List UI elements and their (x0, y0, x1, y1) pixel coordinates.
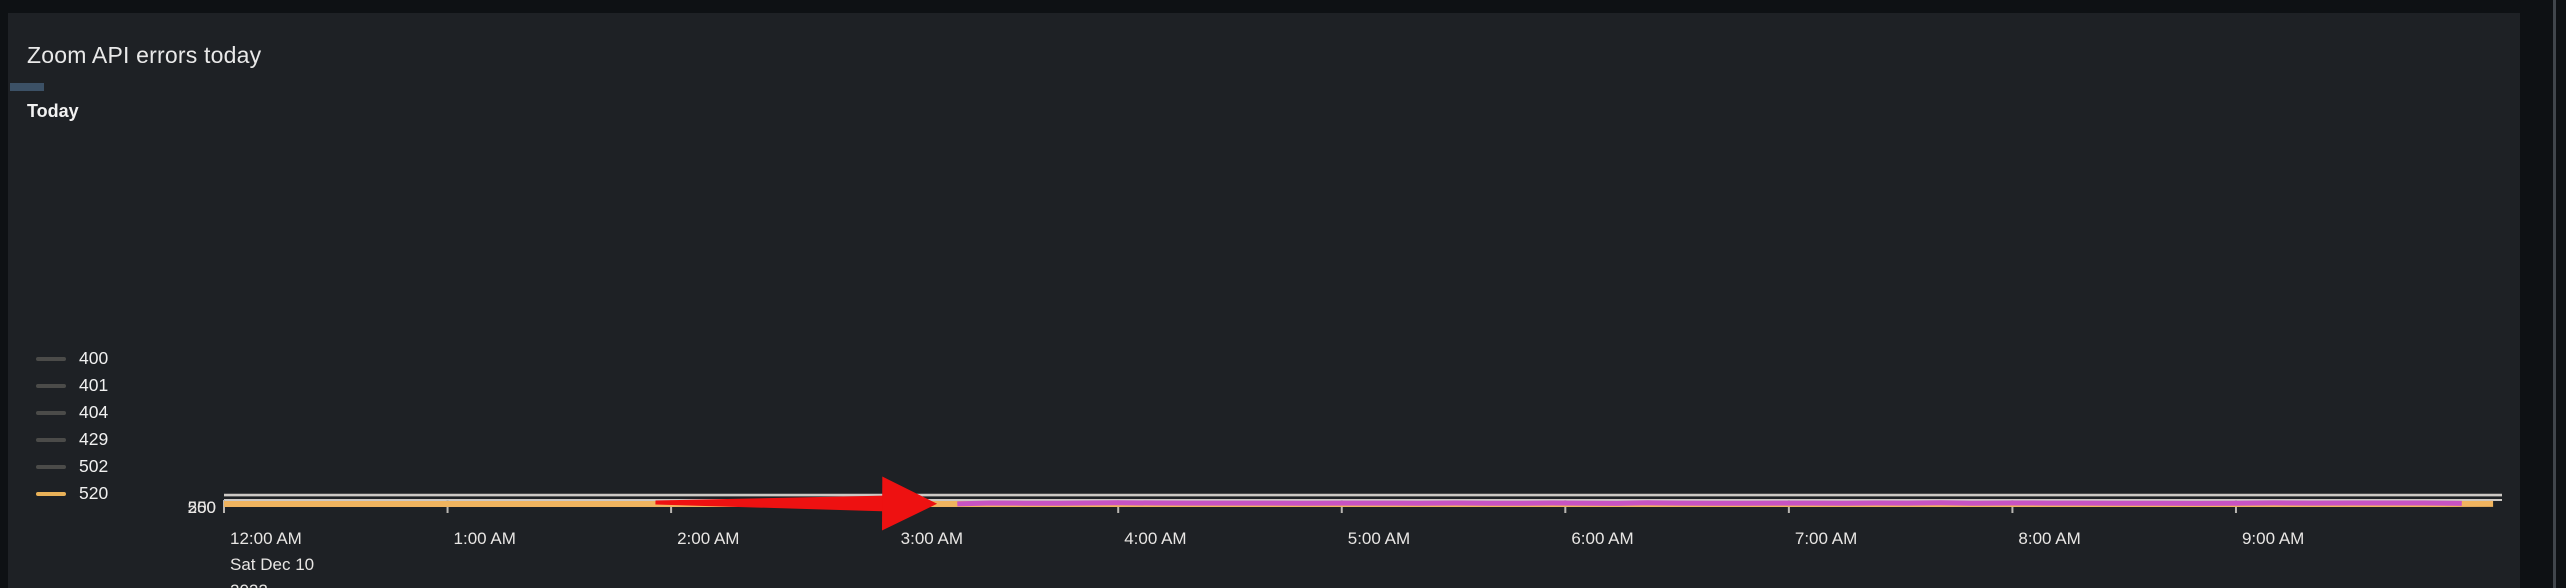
chart-widget-panel: Zoom API errors today Today 400 401 404 429… (8, 13, 2520, 588)
x-axis-label: 7:00 AM (1794, 529, 1858, 548)
legend-item-401[interactable]: 401 (36, 372, 108, 399)
legend-label: 404 (79, 401, 109, 422)
panel-right-divider (2553, 0, 2556, 588)
x-axis-label: 2:00 AM (677, 529, 740, 548)
legend-swatch-502 (36, 464, 66, 469)
legend-item-502[interactable]: 502 (36, 453, 108, 480)
x-axis-sublabel: 2022 (230, 581, 314, 588)
y-axis-label-500: 500 (187, 497, 216, 517)
x-axis-label: 6:00 AM (1571, 529, 1634, 548)
legend-swatch-520 (36, 491, 66, 496)
chart-plot-area[interactable] (224, 130, 2502, 500)
annotation-arrow-shaft (655, 495, 892, 512)
series-magenta-line (957, 500, 2462, 507)
legend-swatch-429 (36, 437, 66, 442)
x-axis-label: 9:00 AM (2241, 529, 2305, 548)
annotation-arrow-head (882, 476, 938, 531)
legend-swatch-404 (36, 410, 66, 415)
legend-swatch-400 (36, 356, 66, 361)
x-axis-label: 5:00 AM (1347, 529, 1411, 548)
x-axis-label: 1:00 AM (453, 529, 516, 548)
x-axis-label: 4:00 AM (1124, 529, 1187, 548)
legend-item-429[interactable]: 429 (36, 426, 108, 453)
legend-label: 401 (79, 374, 109, 395)
tab-active-indicator (10, 83, 44, 91)
x-axis-sublabel: Sat Dec 10 (230, 555, 315, 574)
legend-label: 429 (79, 428, 109, 449)
widget-title: Zoom API errors today (27, 42, 262, 68)
legend-label: 400 (79, 347, 109, 368)
chart-legend: 400 401 404 429 502 520 (36, 345, 108, 507)
x-axis-label: 8:00 AM (2018, 529, 2081, 548)
legend-item-400[interactable]: 400 (36, 345, 108, 372)
legend-item-520[interactable]: 520 (36, 480, 108, 507)
legend-swatch-401 (36, 383, 66, 388)
legend-label: 520 (79, 482, 109, 503)
legend-item-404[interactable]: 404 (36, 399, 108, 426)
legend-label: 502 (79, 455, 109, 476)
y-axis-label-250: 250 (187, 498, 216, 518)
x-axis-label: 3:00 AM (900, 529, 964, 548)
time-range-label: Today (27, 101, 79, 121)
